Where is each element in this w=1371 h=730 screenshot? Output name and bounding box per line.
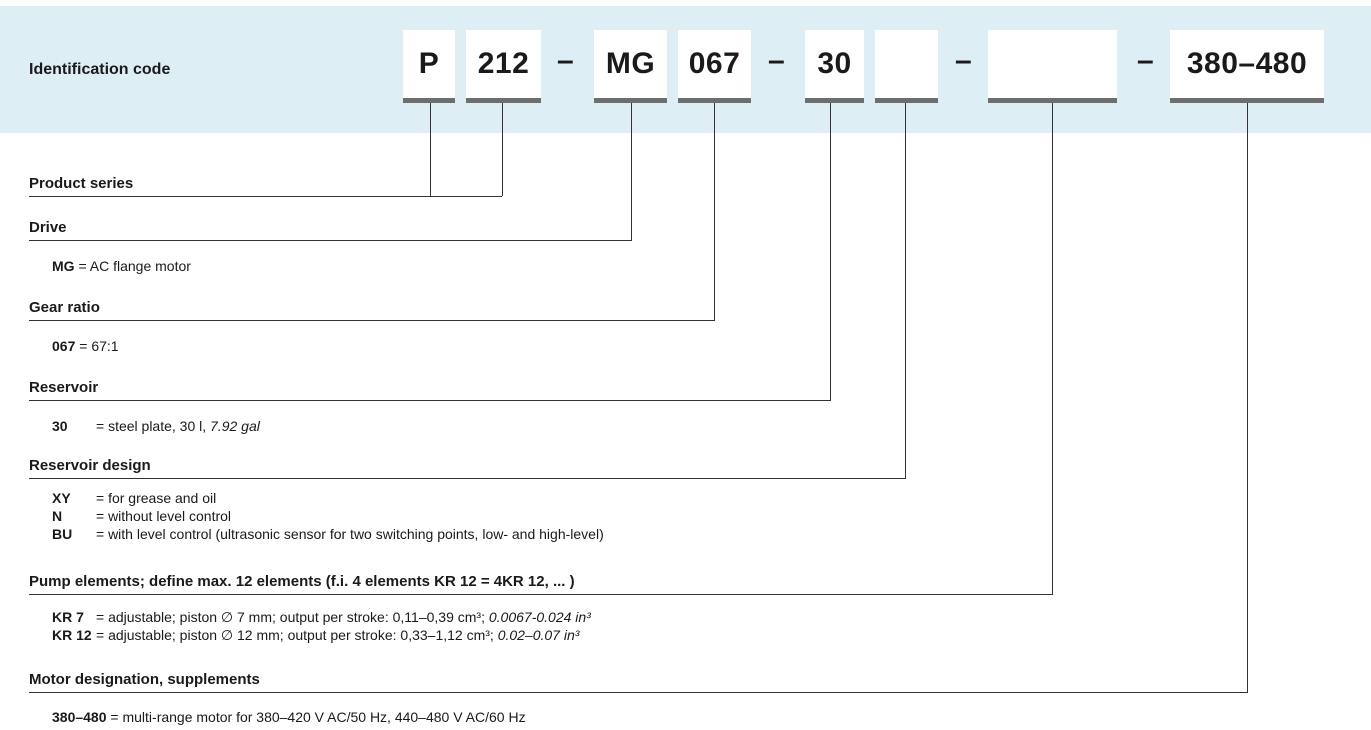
item-desc: = for grease and oil bbox=[96, 490, 217, 506]
list-item: 380–480 = multi-range motor for 380–420 … bbox=[52, 709, 526, 725]
code-box-gear-ratio: 067 bbox=[678, 30, 751, 103]
list-item: XY = for grease and oil bbox=[52, 490, 216, 506]
code-box-product-number: 212 bbox=[466, 30, 541, 103]
list-item: 067 = 67:1 bbox=[52, 338, 119, 354]
item-code: 067 bbox=[52, 338, 76, 354]
item-code: BU bbox=[52, 526, 73, 542]
code-box-motor: 380–480 bbox=[1170, 30, 1324, 103]
code-box-reservoir-design bbox=[875, 30, 938, 103]
item-code: XY bbox=[52, 490, 71, 506]
code-dash-2: – bbox=[768, 44, 785, 77]
list-item: 30 = steel plate, 30 l, 7.92 gal bbox=[52, 418, 260, 434]
item-code: KR 12 bbox=[52, 627, 92, 643]
item-desc-italic: 7.92 gal bbox=[210, 418, 260, 434]
code-dash-4: – bbox=[1137, 44, 1154, 77]
list-item: BU = with level control (ultrasonic senso… bbox=[52, 526, 604, 542]
list-item: KR 12 = adjustable; piston ∅ 12 mm; outpu… bbox=[52, 627, 579, 644]
item-desc: = steel plate, 30 l, bbox=[96, 418, 211, 434]
list-item: N = without level control bbox=[52, 508, 231, 524]
section-title-reservoir: Reservoir bbox=[29, 379, 99, 396]
section-title-product-series: Product series bbox=[29, 175, 134, 192]
item-desc: = adjustable; piston ∅ 7 mm; output per … bbox=[96, 609, 489, 625]
item-code: 30 bbox=[52, 418, 68, 434]
code-box-reservoir: 30 bbox=[805, 30, 864, 103]
item-desc-italic: 0.02–0.07 in³ bbox=[497, 627, 580, 643]
item-desc: = 67:1 bbox=[75, 338, 119, 354]
item-code: MG bbox=[52, 258, 75, 274]
identification-code-label: Identification code bbox=[29, 61, 171, 78]
code-box-drive: MG bbox=[594, 30, 667, 103]
code-dash-1: – bbox=[557, 44, 574, 77]
item-desc: = multi-range motor for 380–420 V AC/50 … bbox=[106, 709, 526, 725]
item-desc: = adjustable; piston ∅ 12 mm; output per… bbox=[96, 627, 498, 643]
item-desc: = without level control bbox=[96, 508, 232, 524]
section-title-motor-designation: Motor designation, supplements bbox=[29, 671, 260, 688]
section-title-gear-ratio: Gear ratio bbox=[29, 299, 100, 316]
item-desc-italic: 0.0067-0.024 in³ bbox=[488, 609, 591, 625]
item-code: 380–480 bbox=[52, 709, 107, 725]
list-item: MG = AC flange motor bbox=[52, 258, 191, 274]
code-dash-3: – bbox=[955, 44, 972, 77]
section-title-pump-elements: Pump elements; define max. 12 elements (… bbox=[29, 573, 575, 590]
item-desc: = with level control (ultrasonic sensor … bbox=[96, 526, 604, 542]
section-title-drive: Drive bbox=[29, 219, 67, 236]
code-box-product-letter: P bbox=[403, 30, 455, 103]
list-item: KR 7 = adjustable; piston ∅ 7 mm; output … bbox=[52, 609, 591, 626]
item-code: N bbox=[52, 508, 63, 524]
code-box-pump-elements bbox=[988, 30, 1117, 103]
section-title-reservoir-design: Reservoir design bbox=[29, 457, 151, 474]
item-desc: = AC flange motor bbox=[74, 258, 191, 274]
item-code: KR 7 bbox=[52, 609, 84, 625]
